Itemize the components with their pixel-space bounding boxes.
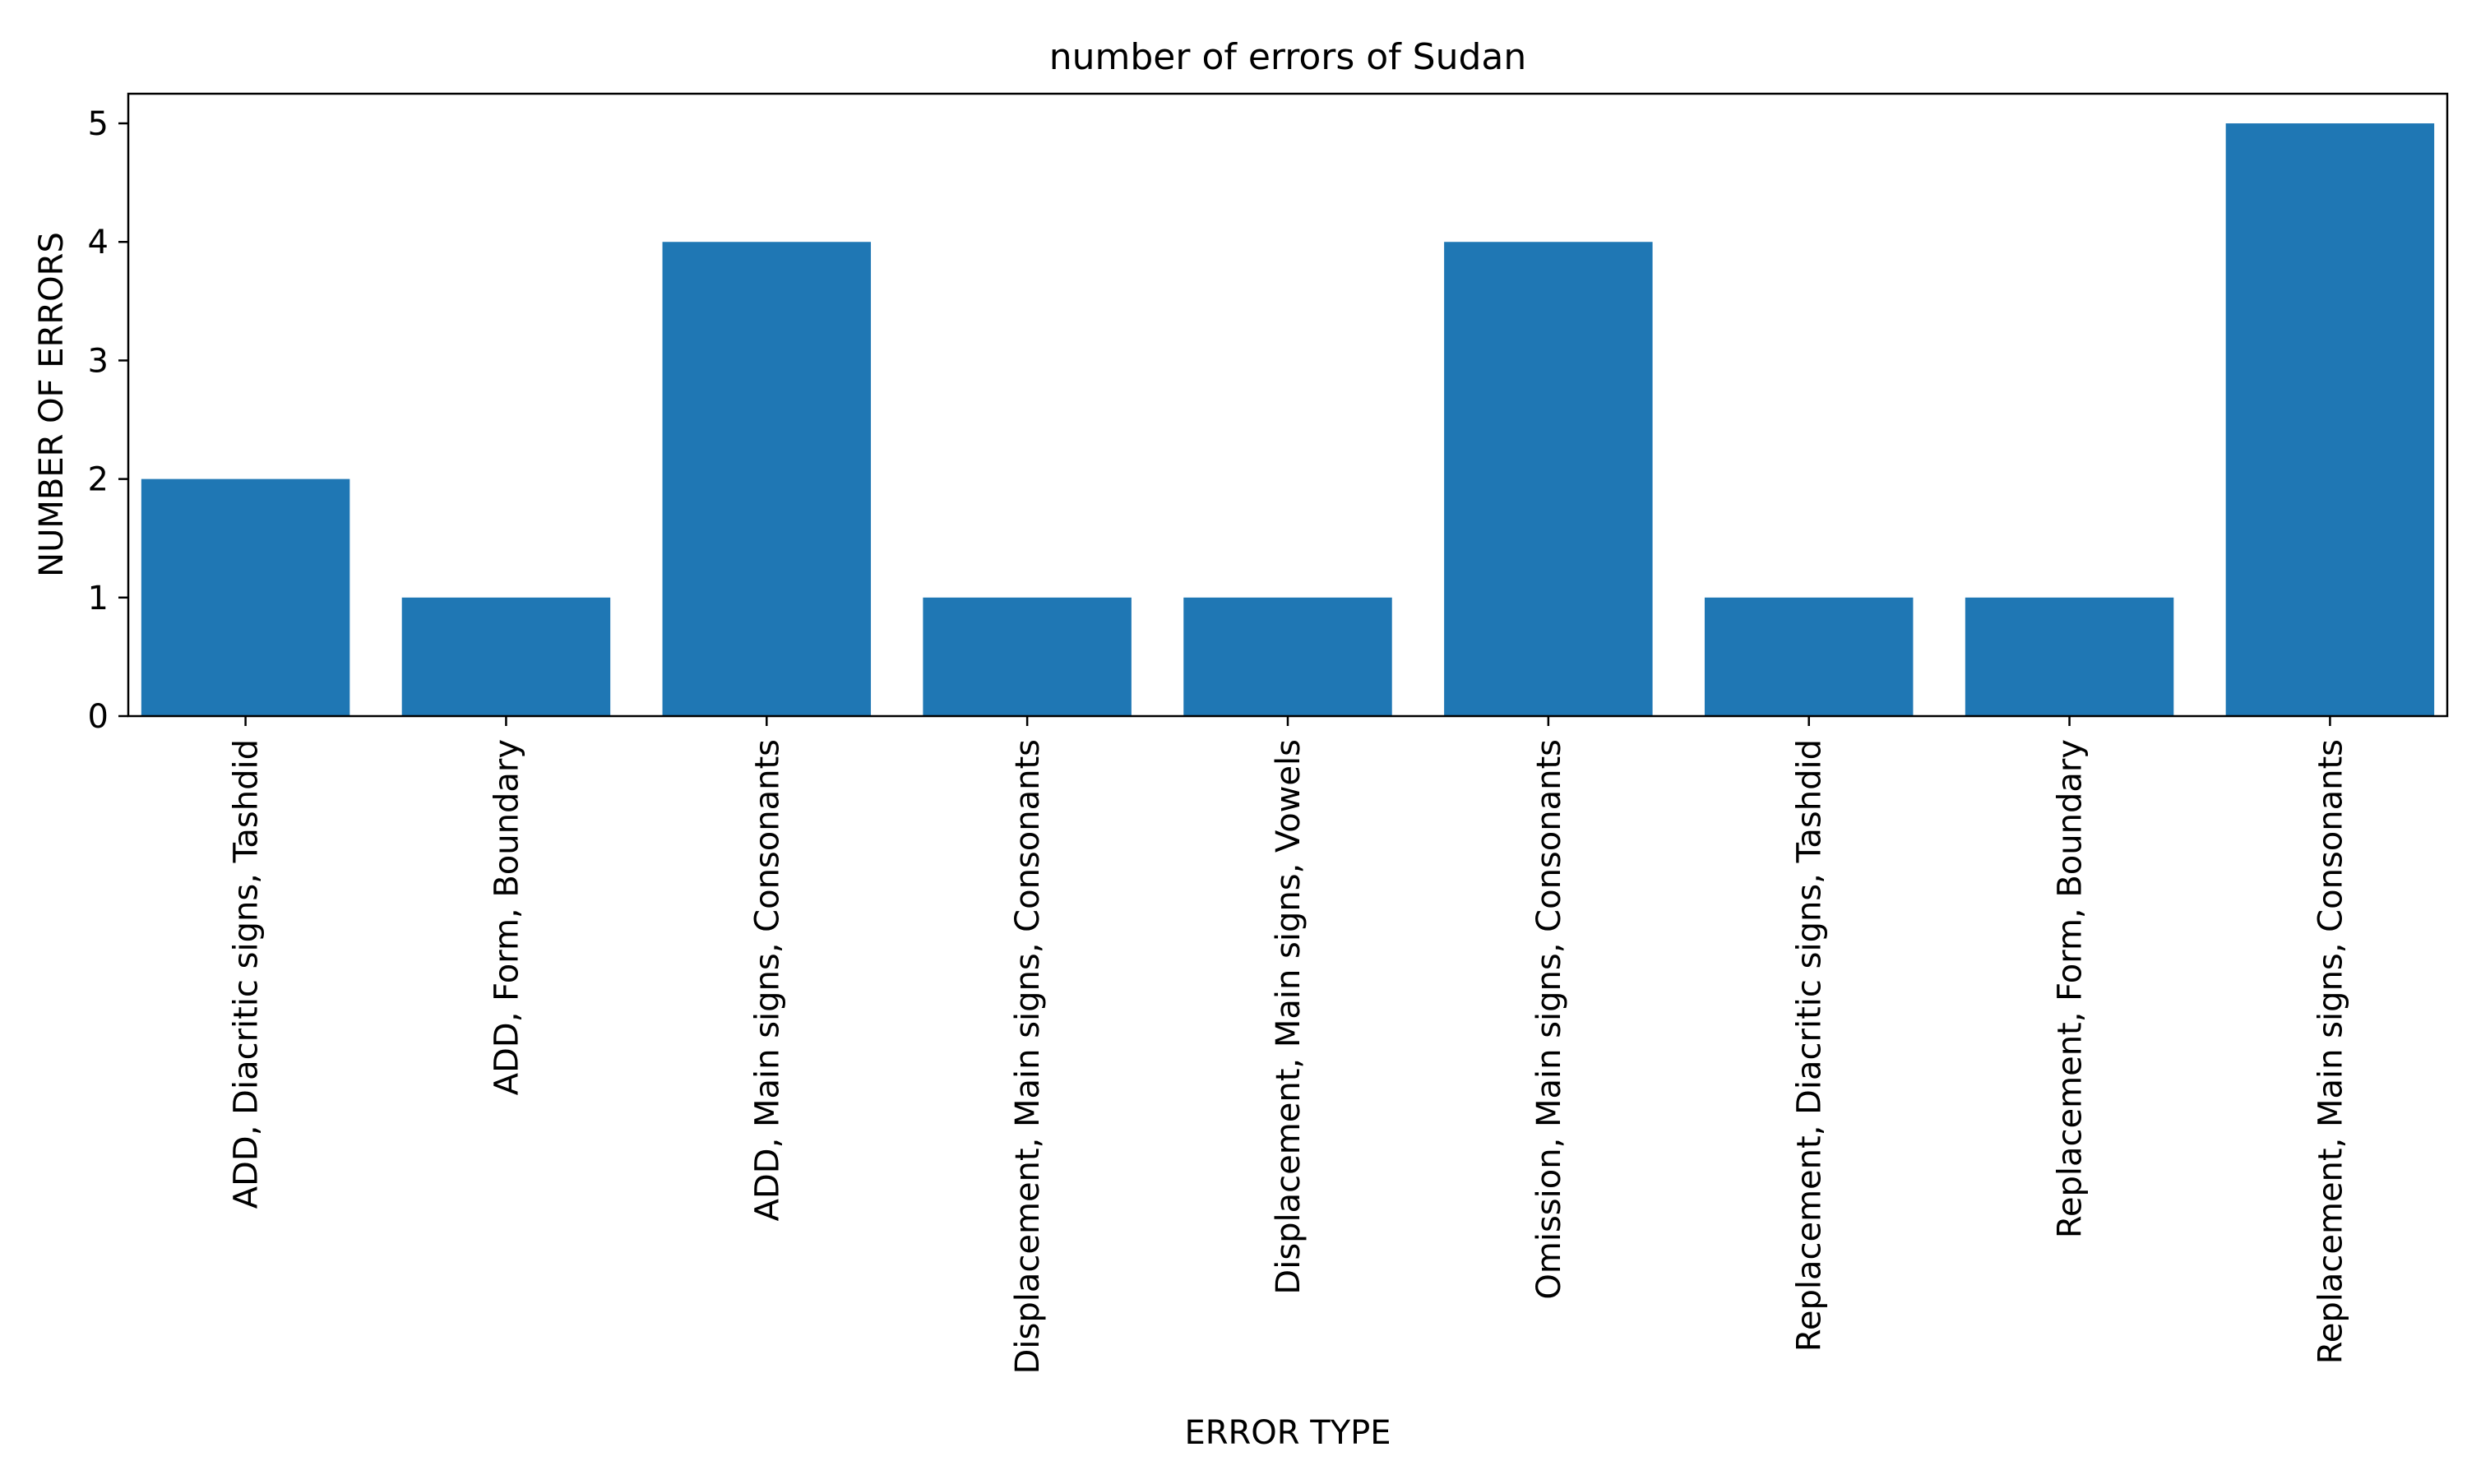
y-axis-label: NUMBER OF ERRORS: [33, 232, 71, 577]
x-tick-label: Replacement, Main signs, Consonants: [2312, 739, 2349, 1364]
x-tick-label: ADD, Diacritic signs, Tashdid: [228, 739, 266, 1209]
bar: [141, 478, 350, 716]
x-tick-label: Displacement, Main signs, Consonants: [1009, 739, 1047, 1374]
y-tick-label: 2: [88, 461, 109, 499]
y-tick-label: 0: [88, 698, 109, 736]
x-tick-label: ADD, Form, Boundary: [488, 739, 525, 1095]
x-tick-label: Displacement, Main signs, Vowels: [1270, 739, 1308, 1295]
y-tick-label: 3: [88, 342, 109, 380]
x-tick-label: Replacement, Diacritic signs, Tashdid: [1791, 739, 1829, 1352]
chart-title: number of errors of Sudan: [1049, 36, 1527, 78]
bar: [1965, 597, 2174, 716]
y-axis: 0 1 2 3 4 5: [88, 105, 128, 736]
y-tick-label: 1: [88, 580, 109, 617]
x-tick-label: ADD, Main signs, Consonants: [748, 739, 786, 1221]
bar: [401, 597, 611, 716]
bar: [1704, 597, 1914, 716]
y-tick-label: 5: [88, 105, 109, 143]
bar: [1183, 597, 1392, 716]
x-tick-label: Replacement, Form, Boundary: [2052, 739, 2090, 1238]
bar: [923, 597, 1132, 716]
x-tick-label: Omission, Main signs, Consonants: [1530, 739, 1568, 1300]
x-axis-label: ERROR TYPE: [1184, 1414, 1391, 1452]
bars-layer: [141, 123, 2435, 717]
y-tick-label: 4: [88, 224, 109, 261]
x-axis: ADD, Diacritic signs, Tashdid ADD, Form, …: [228, 716, 2349, 1374]
bar: [662, 242, 872, 716]
bar: [1444, 242, 1653, 716]
bar: [2225, 123, 2435, 717]
